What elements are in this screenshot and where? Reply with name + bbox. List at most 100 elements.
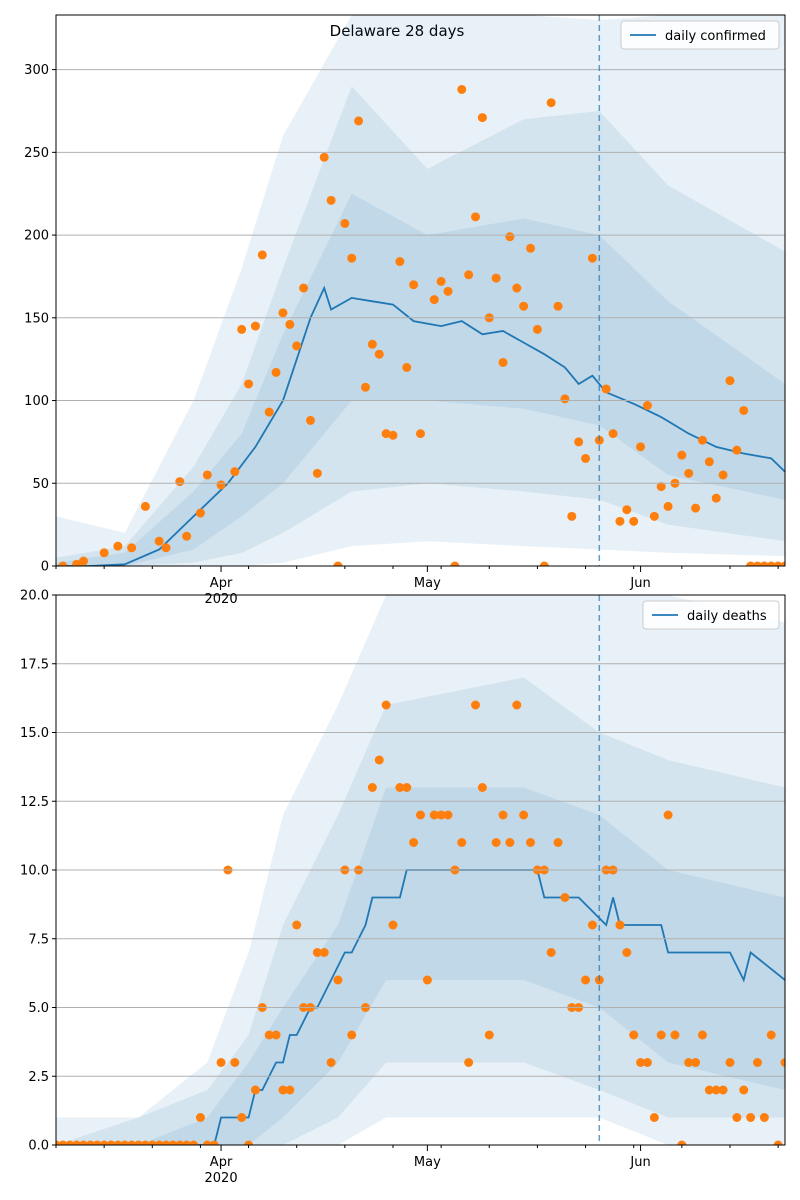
observed-point bbox=[388, 430, 398, 440]
observed-point bbox=[436, 810, 446, 820]
observed-point bbox=[484, 1030, 494, 1040]
observed-point bbox=[691, 1058, 701, 1067]
observed-point bbox=[99, 1140, 109, 1145]
legend-box bbox=[620, 20, 780, 50]
observed-point bbox=[422, 975, 432, 985]
observed-point bbox=[79, 1140, 89, 1145]
x-tick-sublabel: 2020 bbox=[205, 592, 238, 607]
series-line bbox=[56, 869, 785, 1145]
observed-point bbox=[360, 382, 370, 392]
observed-point bbox=[113, 1140, 123, 1145]
observed-point bbox=[581, 975, 591, 985]
observed-point bbox=[354, 116, 364, 126]
observed-point bbox=[367, 339, 377, 349]
observed-point bbox=[79, 556, 89, 566]
y-tick-label: 20.0 bbox=[20, 589, 49, 604]
observed-point bbox=[505, 232, 515, 242]
observed-point bbox=[182, 531, 192, 541]
observed-point bbox=[409, 838, 419, 847]
observed-point bbox=[773, 561, 783, 566]
observed-point bbox=[519, 810, 529, 820]
observed-point bbox=[450, 561, 460, 566]
y-tick-label: 10.0 bbox=[20, 864, 49, 879]
observed-point bbox=[244, 1140, 254, 1145]
observed-point bbox=[134, 1140, 144, 1145]
observed-point bbox=[663, 810, 673, 820]
observed-point bbox=[505, 838, 515, 847]
observed-point bbox=[374, 755, 384, 765]
observed-point bbox=[381, 700, 391, 710]
observed-point bbox=[519, 301, 529, 311]
y-tick-label: 0.0 bbox=[28, 1139, 49, 1154]
y-tick-label: 2.5 bbox=[28, 1070, 49, 1085]
observed-point bbox=[347, 1030, 357, 1040]
observed-point bbox=[684, 468, 694, 478]
observed-point bbox=[429, 295, 439, 305]
observed-point bbox=[154, 1140, 164, 1145]
observed-point bbox=[601, 384, 611, 394]
x-tick-label: Jun bbox=[629, 576, 650, 591]
observed-point bbox=[106, 1140, 116, 1145]
observed-point bbox=[285, 1085, 295, 1095]
legend: daily confirmed bbox=[620, 20, 780, 50]
observed-point bbox=[264, 1030, 274, 1040]
observed-point bbox=[526, 838, 536, 847]
observed-point bbox=[636, 1058, 646, 1067]
observed-point bbox=[195, 508, 205, 518]
observed-point bbox=[285, 319, 295, 329]
observed-point bbox=[140, 1140, 150, 1145]
observed-point bbox=[333, 561, 343, 566]
observed-point bbox=[649, 511, 659, 521]
observed-point bbox=[237, 324, 247, 334]
observed-point bbox=[264, 407, 274, 417]
observed-point bbox=[436, 276, 446, 286]
observed-point bbox=[491, 838, 501, 847]
observed-point bbox=[182, 1140, 192, 1145]
observed-point bbox=[752, 561, 762, 566]
observed-point bbox=[553, 301, 563, 311]
observed-point bbox=[58, 561, 68, 566]
observed-point bbox=[202, 470, 212, 480]
observed-point bbox=[746, 561, 756, 566]
observed-point bbox=[189, 1140, 199, 1145]
observed-point bbox=[471, 212, 481, 222]
observed-point bbox=[546, 98, 556, 108]
observed-point bbox=[395, 783, 405, 792]
observed-point bbox=[477, 113, 487, 123]
observed-point bbox=[615, 920, 625, 930]
series-line bbox=[56, 285, 785, 566]
observed-point bbox=[732, 1113, 742, 1122]
confidence-band-inner bbox=[56, 787, 785, 1145]
observed-point bbox=[711, 493, 721, 503]
observed-point bbox=[780, 561, 785, 566]
observed-point bbox=[704, 1085, 714, 1095]
observed-point bbox=[725, 376, 735, 386]
legend-box bbox=[642, 600, 780, 630]
observed-point bbox=[250, 321, 260, 331]
observed-point bbox=[539, 561, 549, 566]
observed-point bbox=[216, 1058, 226, 1067]
observed-point bbox=[278, 1085, 288, 1095]
observed-point bbox=[629, 516, 639, 526]
observed-point bbox=[587, 253, 597, 263]
observed-point bbox=[697, 1030, 707, 1040]
observed-point bbox=[127, 543, 137, 553]
observed-point bbox=[216, 480, 226, 490]
observed-point bbox=[766, 561, 776, 566]
observed-point bbox=[237, 1113, 247, 1122]
observed-point bbox=[649, 1113, 659, 1122]
observed-point bbox=[622, 505, 632, 515]
observed-point bbox=[691, 503, 701, 513]
observed-point bbox=[299, 283, 309, 293]
observed-point bbox=[759, 561, 769, 566]
observed-point bbox=[140, 501, 150, 511]
observed-point bbox=[409, 280, 419, 290]
plot-area bbox=[56, 595, 785, 1145]
figure-title: Delaware 28 days bbox=[330, 22, 465, 40]
x-tick-label: Apr bbox=[210, 1155, 233, 1170]
observed-point bbox=[305, 415, 315, 425]
observed-point bbox=[278, 308, 288, 318]
observed-point bbox=[636, 442, 646, 452]
